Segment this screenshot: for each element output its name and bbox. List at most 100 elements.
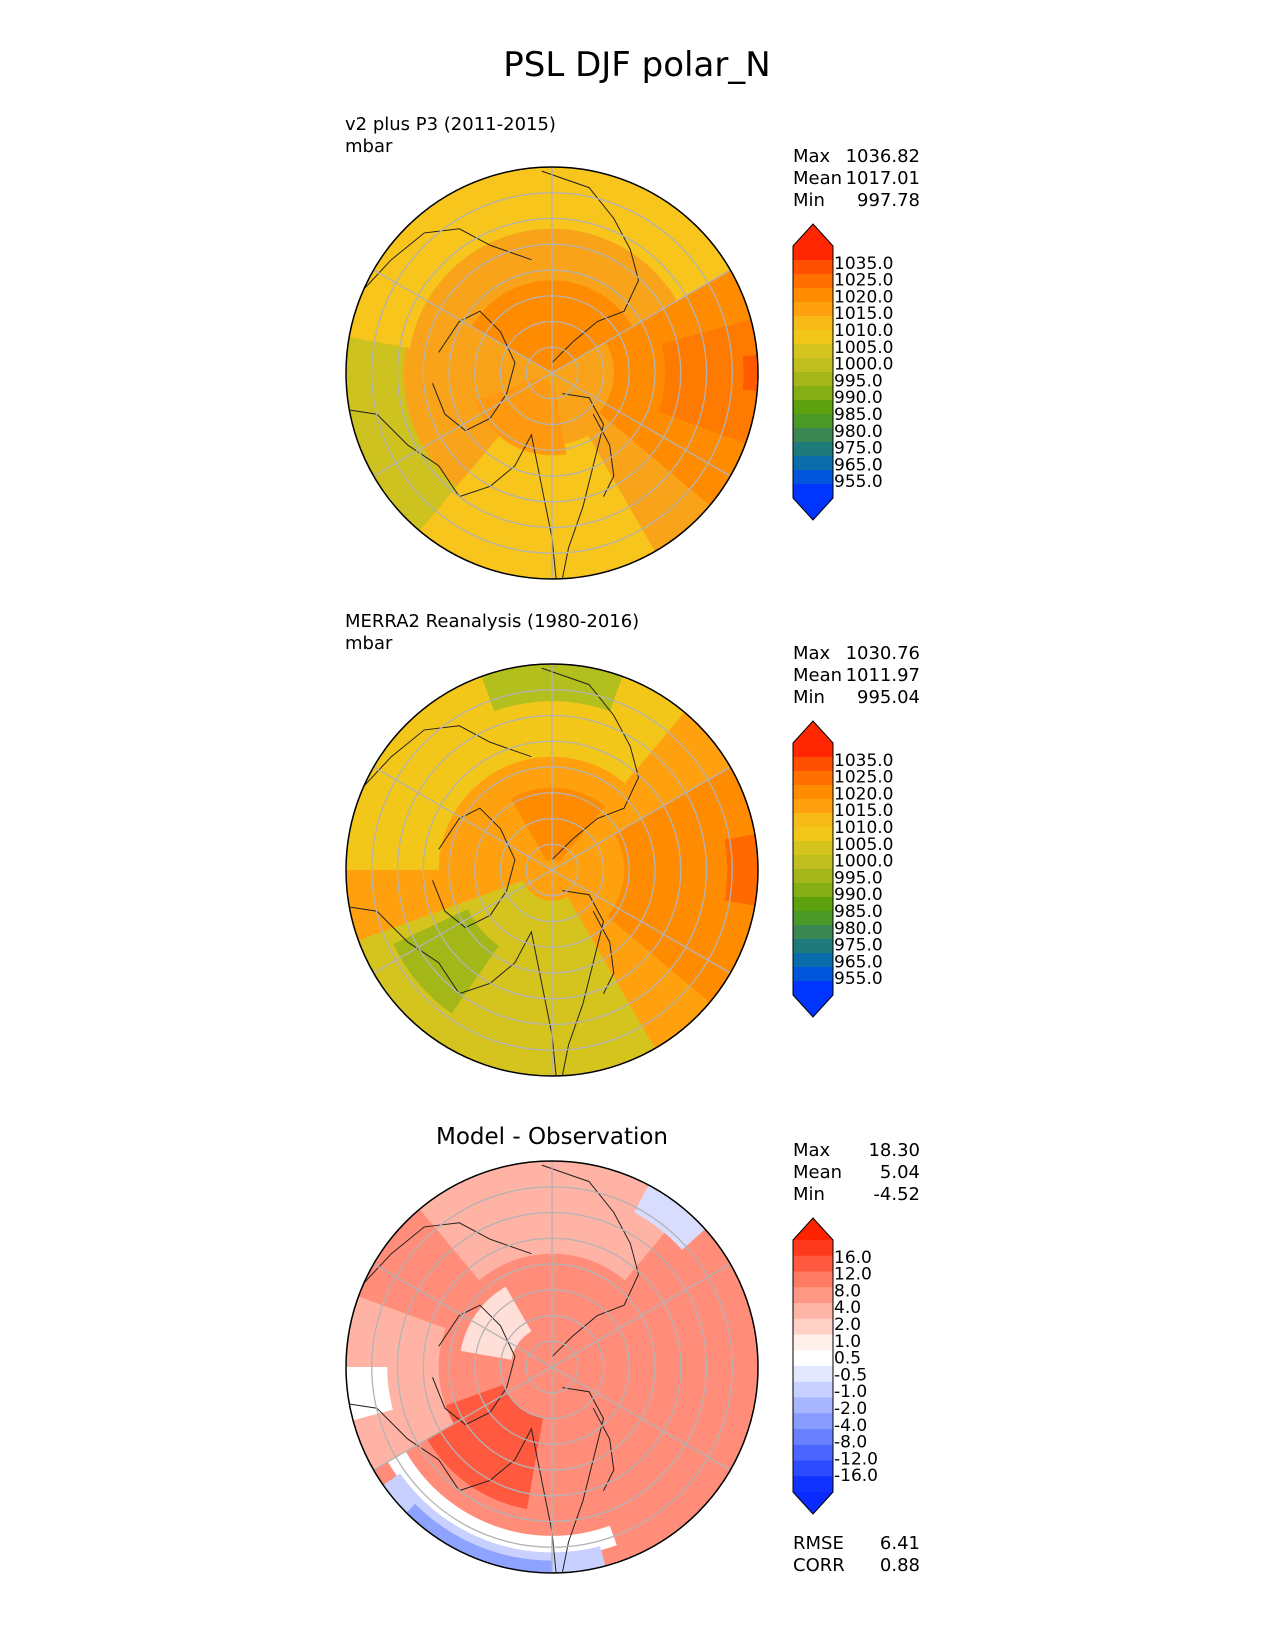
colorbar-tick-label: 985.0 — [834, 902, 883, 922]
colorbar-segment — [793, 344, 833, 359]
colorbar-tick-label: 965.0 — [834, 455, 883, 475]
colorbar-segment — [793, 1240, 833, 1257]
colorbar-segment — [793, 1381, 833, 1398]
colorbar-segment — [793, 470, 833, 485]
colorbar: 1035.01025.01020.01015.01010.01005.01000… — [792, 720, 893, 1018]
meridian-line — [373, 766, 553, 871]
map-boundary — [345, 1160, 759, 1574]
colorbar-segment — [793, 897, 833, 912]
colorbar-segment — [793, 1444, 833, 1461]
meridian-line — [373, 1366, 553, 1471]
colorbar-cap-bottom — [793, 1492, 833, 1514]
meridian-line — [551, 1366, 731, 1471]
corr-label: CORR — [793, 1555, 845, 1576]
colorbar-segment — [793, 386, 833, 401]
stats-block: Max 18.30 Mean 5.04 Min -4.52 — [793, 1140, 920, 1205]
colorbar-segment — [793, 1429, 833, 1446]
panel-title: Model - Observation — [436, 1124, 668, 1150]
colorbar-segment — [793, 442, 833, 457]
map-contour-region — [510, 787, 605, 863]
colorbar-tick-label: 955.0 — [834, 969, 883, 989]
coastline — [432, 1304, 516, 1426]
panel-name: v2 plus P3 (2011-2015) — [345, 114, 556, 135]
colorbar-tick-label: 1010.0 — [834, 321, 893, 341]
colorbar-tick-label: 1015.0 — [834, 801, 893, 821]
coastline — [432, 310, 516, 432]
colorbar-segment — [793, 302, 833, 317]
colorbar-tick-label: 1005.0 — [834, 338, 893, 358]
colorbar-tick-label: 980.0 — [834, 422, 883, 442]
rmse-value: 6.41 — [880, 1533, 920, 1554]
colorbar-cap-top — [793, 721, 833, 743]
map-contour-region — [349, 167, 731, 348]
meridian-line — [373, 869, 553, 974]
colorbar-tick-label: 1020.0 — [834, 287, 893, 307]
colorbar-tick-label: 1000.0 — [834, 355, 893, 375]
meridian-line — [551, 869, 731, 974]
colorbar-segment — [793, 1287, 833, 1304]
colorbar-tick-label: 985.0 — [834, 405, 883, 425]
map-contour-region — [474, 376, 567, 456]
coastline — [432, 807, 516, 929]
stat-label: Min — [793, 190, 825, 211]
colorbar-tick-label: 1000.0 — [834, 852, 893, 872]
colorbar-tick-label: 1010.0 — [834, 818, 893, 838]
colorbar-segment — [793, 260, 833, 275]
colorbar-tick-label: 995.0 — [834, 868, 883, 888]
colorbar-segment — [793, 869, 833, 884]
meridian-line — [551, 1263, 731, 1368]
colorbar-segment — [793, 799, 833, 814]
stat-label: Min — [793, 1184, 825, 1205]
coastline — [561, 393, 605, 579]
colorbar-tick-label: -16.0 — [834, 1466, 878, 1486]
stat-label: Mean — [793, 1162, 842, 1183]
map-contour-region — [387, 1451, 617, 1557]
colorbar-outline — [792, 223, 834, 521]
coastlines — [350, 170, 640, 579]
colorbar-tick-label: 990.0 — [834, 388, 883, 408]
map-contour-region — [724, 834, 758, 906]
colorbar-segment — [793, 939, 833, 954]
panel-test-model: v2 plus P3 (2011-2015)mbar Max 1036.82Mean… — [345, 114, 920, 580]
colorbar-segment — [793, 1413, 833, 1430]
colorbar-tick-label: 4.0 — [834, 1298, 861, 1318]
panel-units: mbar — [345, 633, 393, 654]
colorbar-segment — [793, 428, 833, 443]
stat-value: 1036.82 — [846, 146, 920, 167]
meridian-line — [373, 269, 553, 374]
stat-value: 997.78 — [857, 190, 920, 211]
colorbar-tick-label: 990.0 — [834, 885, 883, 905]
colorbar-segment — [793, 813, 833, 828]
colorbar-outline — [792, 1217, 834, 1515]
colorbar-segment — [793, 743, 833, 758]
colorbar-segment — [793, 372, 833, 387]
colorbar-tick-label: 1015.0 — [834, 304, 893, 324]
colorbar-tick-label: 980.0 — [834, 919, 883, 939]
meridian-line — [551, 766, 731, 871]
colorbar-cap-bottom — [793, 995, 833, 1017]
colorbar: 1035.01025.01020.01015.01010.01005.01000… — [792, 223, 893, 521]
colorbar-segment — [793, 358, 833, 373]
colorbar-segment — [793, 967, 833, 982]
colorbar-tick-label: 965.0 — [834, 952, 883, 972]
stat-value: 1030.76 — [846, 643, 920, 664]
coastline — [592, 413, 615, 497]
stat-value: 18.30 — [868, 1140, 920, 1161]
colorbar-segment — [793, 1318, 833, 1335]
map-boundary — [345, 663, 759, 1077]
figure-title: PSL DJF polar_N — [503, 45, 770, 85]
coastline — [561, 1387, 605, 1573]
colorbar-cap-top — [793, 224, 833, 246]
colorbar-tick-label: 2.0 — [834, 1315, 861, 1335]
colorbar-tick-label: 1025.0 — [834, 768, 893, 788]
colorbar-segment — [793, 1397, 833, 1414]
coastline — [561, 890, 605, 1076]
map-contour-region — [742, 355, 758, 391]
stat-value: 995.04 — [857, 687, 920, 708]
colorbar-segment — [793, 1334, 833, 1351]
colorbar-tick-label: 975.0 — [834, 936, 883, 956]
colorbar-tick-label: -12.0 — [834, 1449, 878, 1469]
colorbar-tick-label: 12.0 — [834, 1265, 872, 1285]
